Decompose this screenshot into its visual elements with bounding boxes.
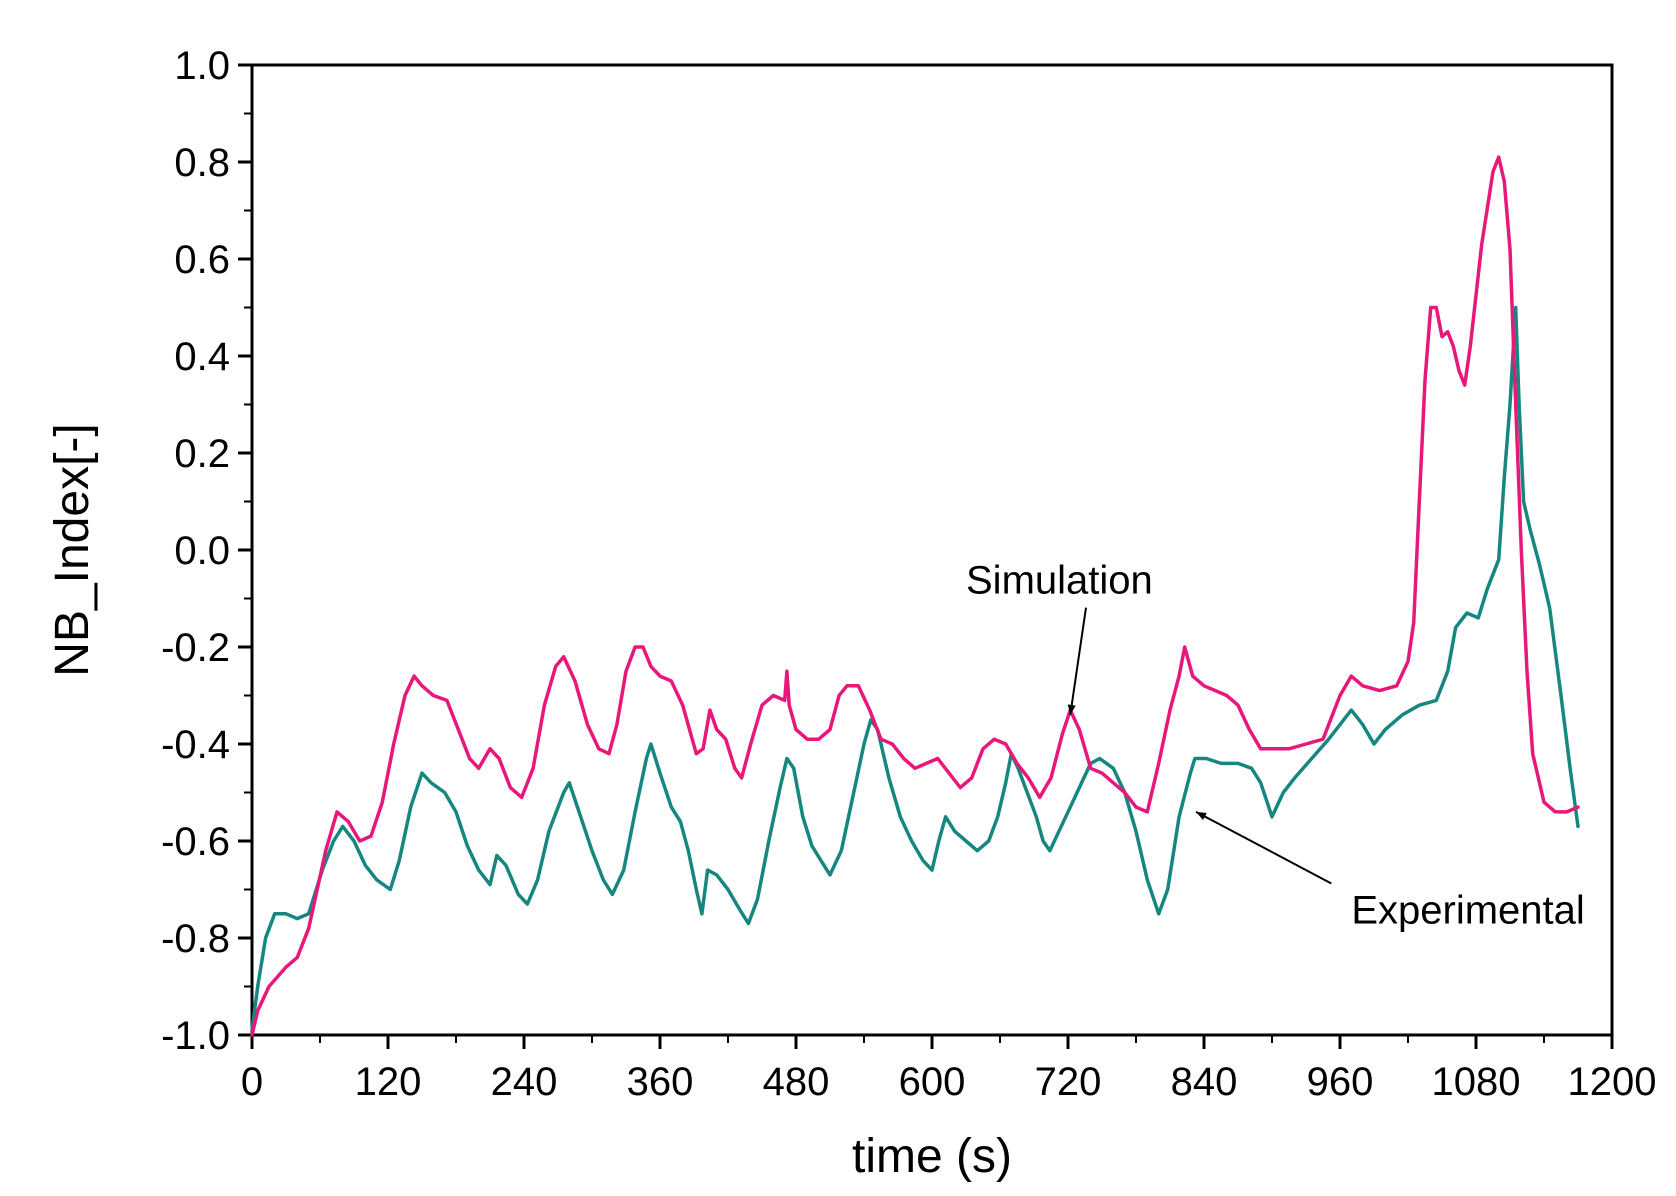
y-tick-label: 0.4	[174, 335, 230, 379]
x-axis-title: time (s)	[852, 1130, 1012, 1183]
y-axis-ticks: 1.0 0.8 0.6 0.4 0.2 0.0 -0.2 -0.4 -0.6 -0.8 -1.0	[161, 44, 252, 1058]
x-tick-label: 120	[355, 1060, 422, 1104]
x-tick-label: 600	[899, 1060, 966, 1104]
y-tick-label: -1.0	[161, 1014, 230, 1058]
x-tick-label: 1080	[1432, 1060, 1521, 1104]
series-layer	[250, 155, 1580, 1037]
y-axis-title: NB_Index[-]	[46, 423, 99, 676]
y-tick-label: 1.0	[174, 44, 230, 88]
annotation-label-experimental: Experimental	[1351, 888, 1584, 932]
x-tick-label: 720	[1035, 1060, 1102, 1104]
x-tick-label: 1200	[1568, 1060, 1657, 1104]
y-tick-label: 0.8	[174, 141, 230, 185]
y-tick-label: -0.4	[161, 723, 230, 767]
y-tick-label: -0.6	[161, 820, 230, 864]
x-tick-label: 0	[241, 1060, 263, 1104]
annotation-layer: Simulation Experimental	[966, 559, 1585, 933]
annotation-arrow-experimental	[1195, 811, 1332, 885]
y-tick-label: 0.0	[174, 529, 230, 573]
x-tick-label: 240	[491, 1060, 558, 1104]
x-tick-label: 480	[763, 1060, 830, 1104]
y-tick-label: 0.6	[174, 238, 230, 282]
y-tick-label: -0.2	[161, 626, 230, 670]
annotation-label-simulation: Simulation	[966, 559, 1153, 603]
y-tick-label: 0.2	[174, 432, 230, 476]
series-line-simulation	[250, 155, 1580, 1037]
x-tick-label: 960	[1307, 1060, 1374, 1104]
x-axis-ticks: 0 120 240 360 480 600 720 840 960 1080 1200	[241, 1035, 1657, 1104]
annotation-arrow-simulation	[1067, 607, 1087, 716]
x-tick-label: 360	[627, 1060, 694, 1104]
series-line-experimental	[250, 305, 1580, 1032]
y-tick-label: -0.8	[161, 917, 230, 961]
x-tick-label: 840	[1171, 1060, 1238, 1104]
